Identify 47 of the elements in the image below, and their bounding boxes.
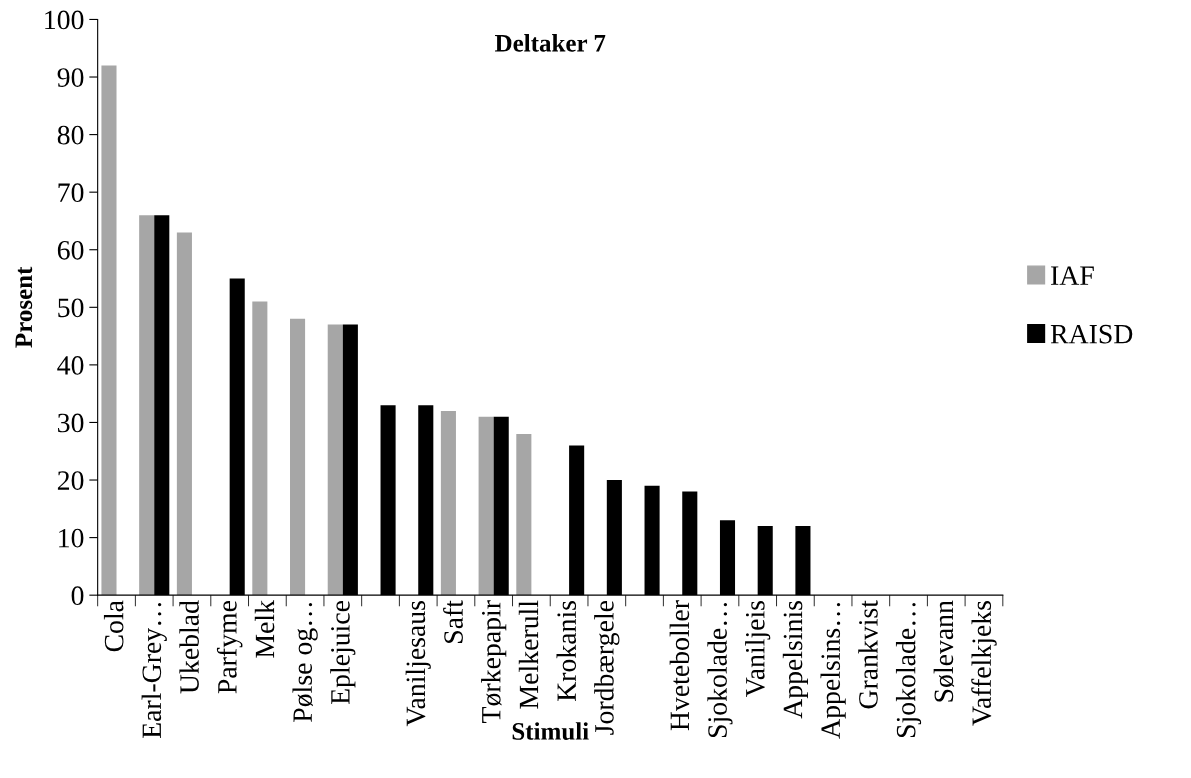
x-tick-label: Krokanis [556,601,577,702]
bar [252,301,268,596]
legend-label: IAF [1051,266,1094,285]
chart-title: Deltaker 7 [495,34,606,52]
x-tick-label: Vaniljeis [745,601,771,697]
x-tick-label: Earl-Grey… [141,602,167,739]
x-tick-label: Grankvist [858,600,878,709]
y-tick-label: 70 [58,183,84,203]
x-tick-label: Vaniljesaus [405,601,431,727]
bar [176,232,192,596]
y-axis-title: Prosent [15,266,33,348]
x-tick-label: Sjokolade… [895,602,922,738]
x-tick-label: Melkerull [518,600,539,709]
y-tick-label: 90 [57,68,84,87]
x-tick-label: Tørkepapir [481,600,507,723]
x-tick-label: Saft [443,600,463,643]
bar [516,433,532,596]
bar [327,324,343,596]
x-tick-label: Appelsinis [782,601,808,719]
x-tick-label: Jordbærgele [594,601,620,735]
bar [139,215,155,596]
x-tick-label: Hveteboller [669,600,690,731]
y-tick-label: 80 [57,125,84,145]
x-tick-label: Melk [254,600,275,658]
x-tick-label: Ukeblad [179,600,199,694]
x-tick-label: Sjokolade… [707,602,733,738]
legend-label: RAISD [1050,324,1133,344]
x-tick-label: Cola [103,600,124,652]
x-tick-label: Appelsins… [820,602,846,739]
x-tick-label: Eplejuice [330,600,356,705]
bar [290,318,306,596]
y-tick-label: 20 [57,471,84,490]
x-tick-label: Sølevann [933,600,955,702]
bar [478,416,494,596]
y-tick-label: 0 [71,586,84,606]
x-tick-label: Parfyme [216,600,243,694]
x-tick-label: Pølse og… [292,602,318,722]
y-tick-label: 100 [45,10,84,30]
y-tick-label: 40 [57,356,84,375]
y-tick-label: 50 [58,298,84,318]
y-tick-label: 10 [59,528,84,548]
bar [101,65,117,596]
x-tick-label: Vaffelkjeks [971,601,997,726]
x-axis-title: Stimuli [512,722,589,740]
y-tick-label: 60 [57,240,84,260]
y-tick-label: 30 [58,413,84,433]
bar [440,410,456,596]
